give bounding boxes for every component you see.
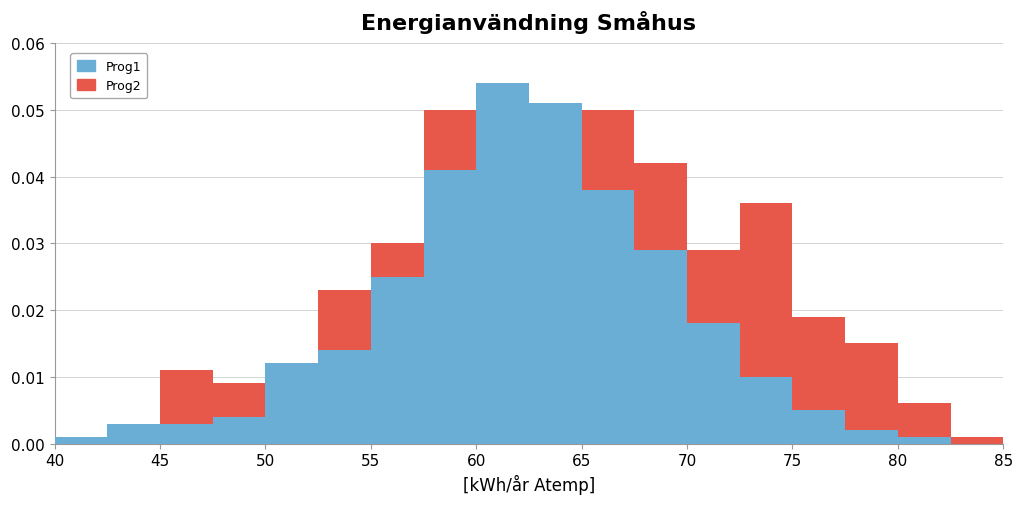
Bar [635,164,687,444]
Bar [160,424,213,444]
Bar [950,437,1004,444]
Bar [687,324,739,444]
Bar [318,350,371,444]
Bar [687,250,739,444]
Bar [160,370,213,444]
Bar [635,250,687,444]
Bar [793,317,845,444]
Bar [582,111,635,444]
Bar [898,403,950,444]
Bar [318,290,371,444]
Bar [108,430,160,444]
Bar [582,190,635,444]
Bar [898,437,950,444]
Bar [793,411,845,444]
Bar [213,417,265,444]
Bar [371,277,424,444]
Bar [371,244,424,444]
Title: Energianvändning Småhus: Energianvändning Småhus [361,11,696,34]
Bar [739,204,793,444]
Bar [265,364,318,444]
Bar [529,104,582,444]
Bar [845,430,898,444]
Bar [108,424,160,444]
X-axis label: [kWh/år Atemp]: [kWh/år Atemp] [463,474,595,494]
Bar [265,364,318,444]
Bar [213,384,265,444]
Bar [476,111,529,444]
Bar [476,84,529,444]
Legend: Prog1, Prog2: Prog1, Prog2 [71,54,147,99]
Bar [529,144,582,444]
Bar [54,437,108,444]
Bar [54,437,108,444]
Bar [424,171,476,444]
Bar [424,111,476,444]
Bar [739,377,793,444]
Bar [845,344,898,444]
